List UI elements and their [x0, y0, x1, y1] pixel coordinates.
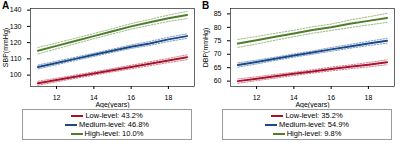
- html-text:Medium-level: 54.9%: Medium-level: 54.9%: [279, 120, 349, 129]
- svg-text:Age(years): Age(years): [295, 101, 329, 109]
- html-text:Low-level: 35.2%: Low-level: 35.2%: [285, 111, 343, 120]
- svg-text:130: 130: [10, 23, 22, 30]
- svg-text:14: 14: [90, 94, 98, 102]
- svg-text:70: 70: [214, 50, 222, 57]
- svg-text:80: 80: [214, 24, 222, 31]
- svg-text:18: 18: [365, 94, 373, 101]
- html-text:Low-level: 43.2%: Low-level: 43.2%: [85, 111, 143, 120]
- svg-text:16: 16: [127, 94, 135, 102]
- html-text:High-level: 10.0%: High-level: 10.0%: [84, 129, 144, 138]
- svg-text:60: 60: [214, 77, 222, 84]
- svg-text:16: 16: [327, 94, 335, 102]
- svg-text:110: 110: [10, 55, 21, 62]
- svg-text:12: 12: [253, 94, 261, 101]
- svg-text:14: 14: [290, 94, 298, 102]
- svg-text:85: 85: [214, 10, 222, 17]
- svg-text:18: 18: [165, 94, 173, 101]
- svg-text:SBP(mmHg): SBP(mmHg): [2, 28, 10, 67]
- svg-text:100: 100: [10, 71, 22, 78]
- svg-text:Age(years): Age(years): [95, 101, 129, 109]
- svg-text:120: 120: [10, 39, 22, 46]
- html-text:B: B: [202, 0, 210, 11]
- svg-text:12: 12: [53, 94, 61, 101]
- svg-text:140: 140: [10, 6, 22, 13]
- svg-text:75: 75: [214, 37, 222, 44]
- html-text:A: A: [2, 0, 10, 11]
- html-text:High-level: 9.8%: High-level: 9.8%: [286, 129, 342, 138]
- html-text:Medium-level: 46.8%: Medium-level: 46.8%: [79, 120, 149, 129]
- svg-text:DBP(mmHg): DBP(mmHg): [202, 28, 210, 68]
- svg-text:65: 65: [214, 64, 222, 71]
